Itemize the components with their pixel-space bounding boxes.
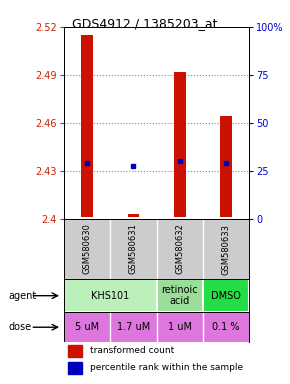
Text: 5 uM: 5 uM <box>75 322 99 332</box>
Bar <box>157 279 203 312</box>
Text: percentile rank within the sample: percentile rank within the sample <box>90 363 243 372</box>
Text: GSM580630: GSM580630 <box>82 223 92 275</box>
Text: retinoic
acid: retinoic acid <box>162 285 198 306</box>
Text: GSM580633: GSM580633 <box>222 223 231 275</box>
Text: transformed count: transformed count <box>90 346 174 355</box>
Text: KHS101: KHS101 <box>91 291 129 301</box>
Text: GSM580631: GSM580631 <box>129 223 138 275</box>
Bar <box>68 362 82 374</box>
Text: 1.7 uM: 1.7 uM <box>117 322 150 332</box>
Text: GDS4912 / 1385203_at: GDS4912 / 1385203_at <box>72 17 218 30</box>
Bar <box>68 345 82 357</box>
Bar <box>203 279 249 312</box>
Bar <box>174 72 186 217</box>
Text: GSM580632: GSM580632 <box>175 223 184 275</box>
Text: 1 uM: 1 uM <box>168 322 192 332</box>
Bar <box>128 214 139 217</box>
Text: 0.1 %: 0.1 % <box>213 322 240 332</box>
Text: agent: agent <box>8 291 36 301</box>
Text: dose: dose <box>8 322 31 332</box>
Text: DMSO: DMSO <box>211 291 241 301</box>
Bar <box>64 279 157 312</box>
Bar <box>81 35 93 217</box>
Bar <box>220 116 232 217</box>
